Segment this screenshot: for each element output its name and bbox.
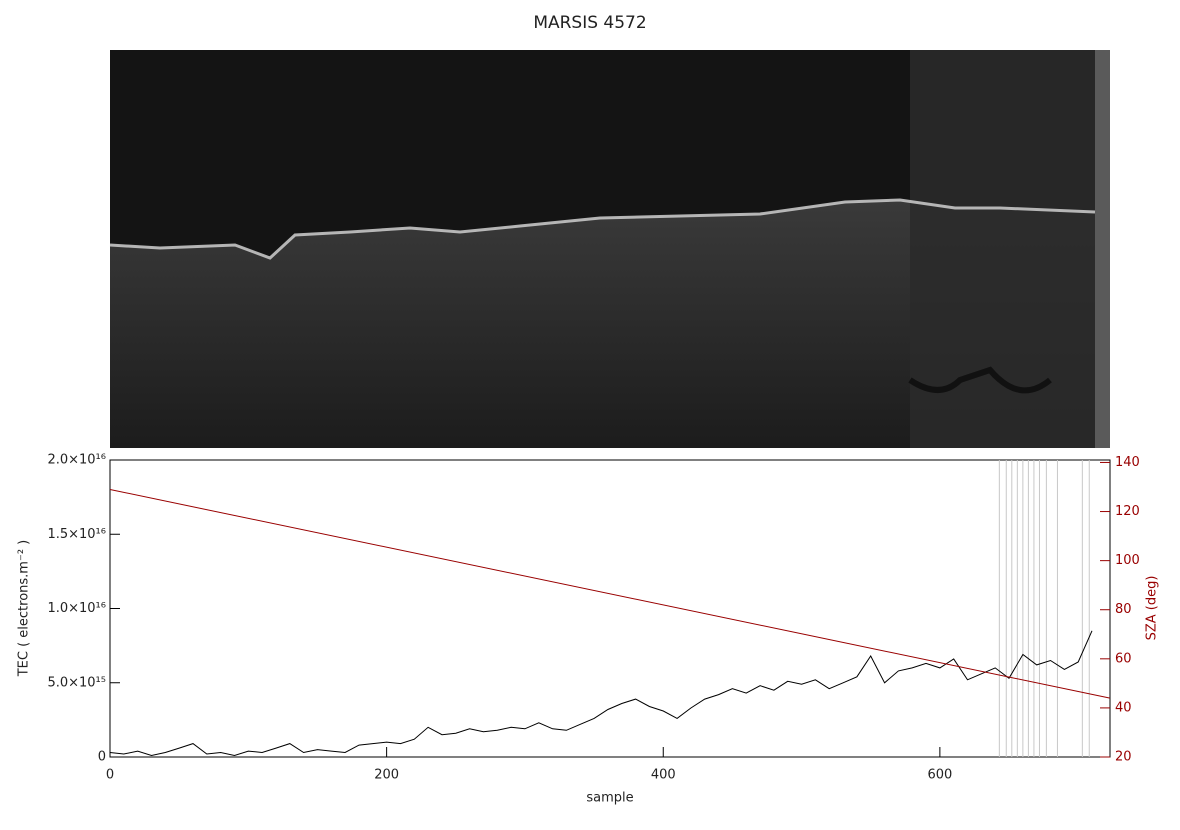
x-tick-label: 400 [651, 768, 676, 783]
x-axis-label: sample [586, 791, 633, 806]
radargram [109, 50, 1110, 448]
y-axis-label: TEC ( electrons.m⁻² ) [17, 540, 32, 678]
y-tick-label: 1.5×10¹⁶ [47, 527, 106, 542]
y-tick-label: 0 [98, 750, 106, 765]
y2-tick-label: 60 [1115, 651, 1132, 666]
chart-title: MARSIS 4572 [533, 13, 646, 33]
y2-axis-label: SZA (deg) [1145, 576, 1160, 641]
y-tick-label: 2.0×10¹⁶ [47, 453, 106, 468]
y-tick-label: 5.0×10¹⁵ [47, 675, 106, 690]
y2-tick-label: 40 [1115, 700, 1132, 715]
x-tick-label: 200 [374, 768, 399, 783]
series-line [109, 489, 1111, 699]
y2-tick-label: 80 [1115, 602, 1132, 617]
x-tick-label: 600 [927, 768, 952, 783]
x-tick-label: 0 [106, 768, 114, 783]
y2-tick-label: 140 [1115, 455, 1140, 470]
plot-frame [109, 459, 1111, 758]
y2-tick-label: 100 [1115, 553, 1140, 568]
y2-tick-label: 120 [1115, 504, 1140, 519]
series-line [109, 630, 1093, 757]
y-tick-label: 1.0×10¹⁶ [47, 601, 106, 616]
y2-tick-label: 20 [1115, 750, 1132, 765]
